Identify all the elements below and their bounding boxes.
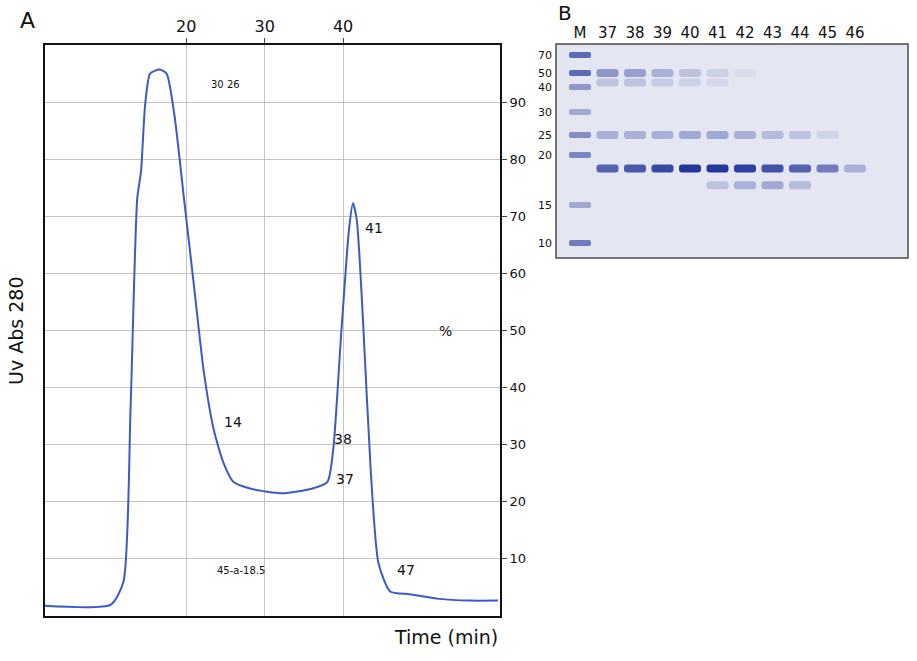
svg-text:50: 50 <box>510 323 527 338</box>
svg-text:40: 40 <box>538 81 552 94</box>
svg-text:39: 39 <box>653 24 672 42</box>
svg-text:40: 40 <box>333 17 353 36</box>
svg-text:37: 37 <box>336 471 354 487</box>
svg-text:60: 60 <box>510 266 527 281</box>
svg-text:70: 70 <box>538 49 552 62</box>
svg-text:46: 46 <box>845 24 864 42</box>
svg-text:10: 10 <box>538 237 552 250</box>
svg-text:43: 43 <box>763 24 782 42</box>
svg-text:Time (min): Time (min) <box>394 626 498 648</box>
svg-text:40: 40 <box>680 24 699 42</box>
svg-text:30: 30 <box>510 437 527 452</box>
svg-text:B: B <box>558 1 572 25</box>
svg-text:A: A <box>20 8 35 33</box>
svg-text:90: 90 <box>510 95 527 110</box>
svg-text:20: 20 <box>538 149 552 162</box>
svg-text:41: 41 <box>708 24 727 42</box>
svg-text:20: 20 <box>510 494 527 509</box>
svg-text:37: 37 <box>598 24 617 42</box>
svg-text:30 26: 30 26 <box>211 79 240 90</box>
svg-text:30: 30 <box>254 17 274 36</box>
svg-text:47: 47 <box>397 562 415 578</box>
svg-text:%: % <box>439 323 452 339</box>
svg-text:10: 10 <box>510 551 527 566</box>
svg-text:41: 41 <box>365 220 383 236</box>
svg-text:15: 15 <box>538 199 552 212</box>
svg-text:25: 25 <box>538 129 552 142</box>
svg-text:42: 42 <box>735 24 754 42</box>
svg-text:38: 38 <box>625 24 644 42</box>
svg-text:M: M <box>574 24 587 42</box>
svg-text:20: 20 <box>176 17 196 36</box>
svg-text:44: 44 <box>790 24 809 42</box>
svg-text:40: 40 <box>510 380 527 395</box>
svg-text:14: 14 <box>224 414 242 430</box>
svg-text:45-a-18.5: 45-a-18.5 <box>217 565 265 576</box>
svg-text:70: 70 <box>510 209 527 224</box>
svg-text:80: 80 <box>510 152 527 167</box>
svg-text:Uv Abs 280: Uv Abs 280 <box>5 276 27 384</box>
svg-text:45: 45 <box>818 24 837 42</box>
svg-text:50: 50 <box>538 67 552 80</box>
svg-text:30: 30 <box>538 106 552 119</box>
svg-text:38: 38 <box>334 431 352 447</box>
